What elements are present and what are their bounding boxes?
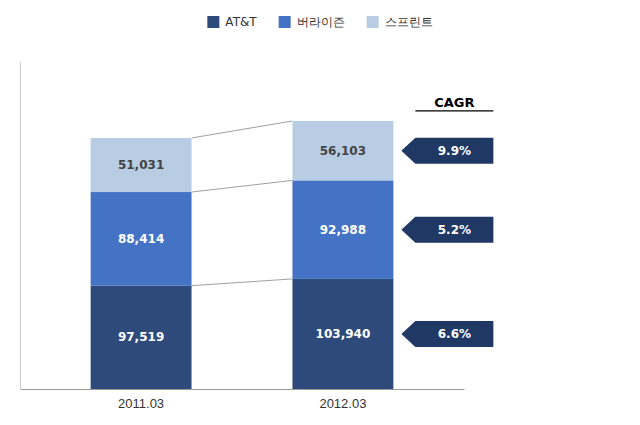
legend-label: 스프린트	[385, 15, 433, 29]
x-tick: 2012.03	[319, 389, 366, 411]
legend-label: 버라이즌	[297, 15, 345, 29]
annotation: CAGR	[434, 95, 474, 110]
bar	[91, 138, 192, 192]
legend-label: AT&T	[225, 15, 257, 29]
bar	[292, 121, 393, 180]
series	[91, 279, 394, 389]
x-tick-label: 2012.03	[319, 396, 366, 411]
data-label: 92,988	[320, 223, 366, 237]
data-labels: 97,519 103,940 88,414 92,988 51,031 56,103	[118, 144, 370, 345]
cagr-box	[401, 321, 493, 347]
data-label: 56,103	[320, 144, 366, 158]
x-tick-label: 2011.03	[118, 396, 164, 411]
legend-swatch	[207, 16, 219, 28]
plot-area	[91, 121, 394, 389]
data-label: 51,031	[118, 158, 164, 172]
bar	[91, 286, 192, 389]
cagr-label: 5.2%	[438, 223, 471, 237]
connector	[192, 180, 293, 192]
data-label: 88,414	[118, 232, 164, 246]
cagr-box	[401, 138, 493, 164]
x-axis: 2011.03 2012.03	[21, 389, 465, 411]
legend-swatch	[367, 16, 379, 28]
cagr-label: 6.6%	[438, 327, 471, 341]
data-label: 103,940	[316, 327, 371, 341]
connector	[192, 121, 293, 138]
x-tick: 2011.03	[118, 389, 164, 411]
chart: 97,519 103,940 88,414 92,988 51,031 56,103 6.6…	[0, 0, 640, 425]
data-label: 97,519	[118, 330, 164, 344]
legend-item: 버라이즌	[279, 15, 345, 29]
x-axis-line	[21, 389, 465, 390]
annotation-underline	[415, 110, 493, 111]
legend-item: AT&T	[207, 15, 257, 29]
bar	[91, 192, 192, 286]
y-axis-line	[20, 63, 21, 390]
bar	[292, 180, 393, 279]
legend: AT&T 버라이즌 스프린트	[207, 15, 432, 29]
y-axis	[20, 63, 21, 390]
series	[91, 121, 394, 192]
legend-item: 스프린트	[367, 15, 433, 29]
connector	[192, 279, 293, 286]
series	[91, 180, 394, 285]
cagr-annotations: 6.6% 5.2% 9.9% CAGR	[401, 95, 493, 347]
legend-swatch	[279, 16, 291, 28]
cagr-box	[401, 217, 493, 243]
bar	[292, 279, 393, 389]
cagr-label: 9.9%	[438, 144, 471, 158]
